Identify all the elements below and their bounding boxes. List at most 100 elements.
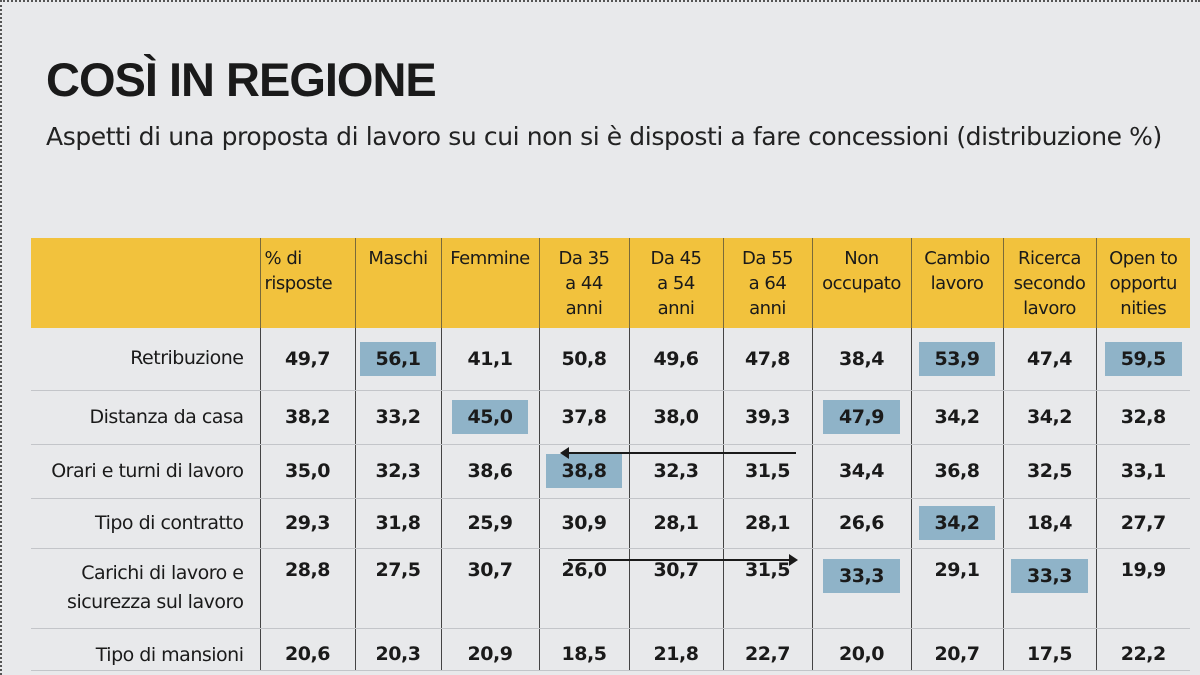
value: 17,5 — [1027, 642, 1072, 665]
column-header: Da 35 a 44 anni — [538, 238, 629, 328]
row-label: Retribuzione — [31, 328, 260, 391]
column-header-line: a 54 — [657, 273, 695, 294]
value-cell: 19,9 — [1095, 548, 1190, 629]
value: 49,7 — [285, 347, 330, 370]
value: 27,7 — [1120, 512, 1166, 534]
value: 27,5 — [375, 558, 421, 581]
value-cell: 29,1 — [910, 548, 1003, 629]
column-header-line: anni — [657, 298, 695, 319]
table-row: Retribuzione 49,7 56,1 41,1 50,8 49,6 47,8 38,4… — [31, 328, 1190, 391]
value: 50,8 — [561, 347, 607, 370]
value-cell: 22,2 — [1095, 628, 1190, 671]
value: 35,0 — [285, 460, 330, 482]
value: 28,1 — [745, 512, 790, 534]
highlighted-value: 59,5 — [1104, 341, 1182, 376]
highlighted-value: 47,9 — [823, 400, 900, 434]
column-header-line: opportu — [1109, 273, 1178, 294]
table-body: Retribuzione 49,7 56,1 41,1 50,8 49,6 47,8 38,4… — [31, 328, 1190, 671]
value-cell: 33,2 — [354, 390, 441, 445]
value-cell: 30,7 — [440, 548, 539, 629]
row-label-line: Tipo di mansioni — [95, 643, 244, 666]
column-header-line: lavoro — [930, 273, 984, 294]
value: 29,3 — [285, 512, 330, 534]
value: 41,1 — [467, 347, 513, 370]
value: 31,8 — [375, 512, 421, 534]
column-header-line: Maschi — [368, 248, 428, 269]
value: 28,1 — [653, 512, 699, 534]
left-arrowhead-icon — [560, 447, 569, 459]
highlighted-value: 53,9 — [918, 341, 996, 376]
value-cell: 28,1 — [722, 498, 812, 549]
column-header-line: lavoro — [1023, 298, 1076, 319]
column-header-line: risposte — [264, 273, 333, 294]
value: 20,9 — [467, 642, 513, 665]
value: 21,8 — [653, 642, 699, 665]
value: 34,4 — [839, 460, 884, 482]
value-cell: 53,9 — [910, 328, 1003, 391]
value-cell: 20,3 — [354, 628, 441, 671]
value: 49,6 — [653, 347, 699, 370]
value-cell: 28,1 — [628, 498, 723, 549]
value-cell: 38,0 — [628, 390, 723, 445]
value-cell: 20,0 — [811, 628, 911, 671]
highlighted-value: 38,8 — [545, 454, 623, 488]
table-row: Tipo di contratto 29,3 31,8 25,9 30,9 28,1 28,… — [31, 498, 1190, 549]
value-cell: 33,1 — [1095, 444, 1190, 499]
value-cell: 30,9 — [538, 498, 629, 549]
value-cell: 30,7 — [628, 548, 723, 629]
highlighted-value: 34,2 — [918, 506, 996, 540]
column-header-line: Da 35 — [558, 248, 610, 269]
table-row: Distanza da casa 38,2 33,2 45,0 37,8 38,0 39,3… — [31, 390, 1190, 445]
header-corner — [31, 238, 260, 328]
column-header-line: occupato — [822, 273, 901, 294]
value-cell: 20,9 — [440, 628, 539, 671]
value: 38,2 — [285, 406, 330, 428]
value-cell: 47,8 — [722, 328, 812, 391]
column-header-line: anni — [749, 298, 786, 319]
right-arrow — [568, 554, 798, 566]
column-header-line: Ricerca — [1018, 248, 1081, 269]
value: 31,5 — [745, 558, 790, 581]
value: 29,1 — [934, 558, 980, 581]
column-header: Femmine — [440, 238, 539, 328]
row-label-line: Orari e turni di lavoro — [51, 459, 244, 482]
column-header-line: a 64 — [748, 273, 787, 294]
value-cell: 39,3 — [722, 390, 812, 445]
value: 20,6 — [285, 642, 330, 665]
value-cell: 36,8 — [910, 444, 1003, 499]
row-label-line: Carichi di lavoro e — [81, 562, 244, 584]
column-header: Da 55 a 64 anni — [722, 238, 812, 328]
value: 20,0 — [839, 642, 884, 665]
column-header-line: Femmine — [450, 248, 530, 269]
value-cell: 35,0 — [259, 444, 355, 499]
column-header-line: Open to — [1109, 248, 1178, 269]
value-cell: 41,1 — [440, 328, 539, 391]
value: 26,6 — [839, 512, 884, 534]
value-cell: 28,8 — [259, 548, 355, 629]
value-cell: 31,8 — [354, 498, 441, 549]
value-cell: 17,5 — [1002, 628, 1096, 671]
highlighted-value: 33,3 — [1011, 558, 1088, 593]
value-cell: 34,2 — [910, 390, 1003, 445]
row-label: Tipo di mansioni — [31, 628, 260, 671]
value: 22,2 — [1120, 642, 1166, 665]
column-header-line: anni — [565, 298, 603, 319]
highlighted-value: 56,1 — [359, 341, 437, 376]
value: 18,5 — [561, 642, 607, 665]
value-cell: 38,4 — [811, 328, 911, 391]
page-subtitle: Aspetti di una proposta di lavoro su cui… — [46, 122, 1162, 151]
value-cell: 26,6 — [811, 498, 911, 549]
value: 31,5 — [745, 460, 790, 482]
value: 28,8 — [285, 558, 330, 581]
highlighted-value: 33,3 — [823, 558, 900, 593]
value: 22,7 — [745, 642, 790, 665]
value: 38,6 — [467, 460, 513, 482]
row-label-line: Tipo di contratto — [95, 511, 244, 534]
value: 32,3 — [653, 460, 699, 482]
value-cell: 49,6 — [628, 328, 723, 391]
value-cell: 47,9 — [811, 390, 911, 445]
value: 36,8 — [934, 460, 980, 482]
value-cell: 38,6 — [440, 444, 539, 499]
value-cell: 22,7 — [722, 628, 812, 671]
